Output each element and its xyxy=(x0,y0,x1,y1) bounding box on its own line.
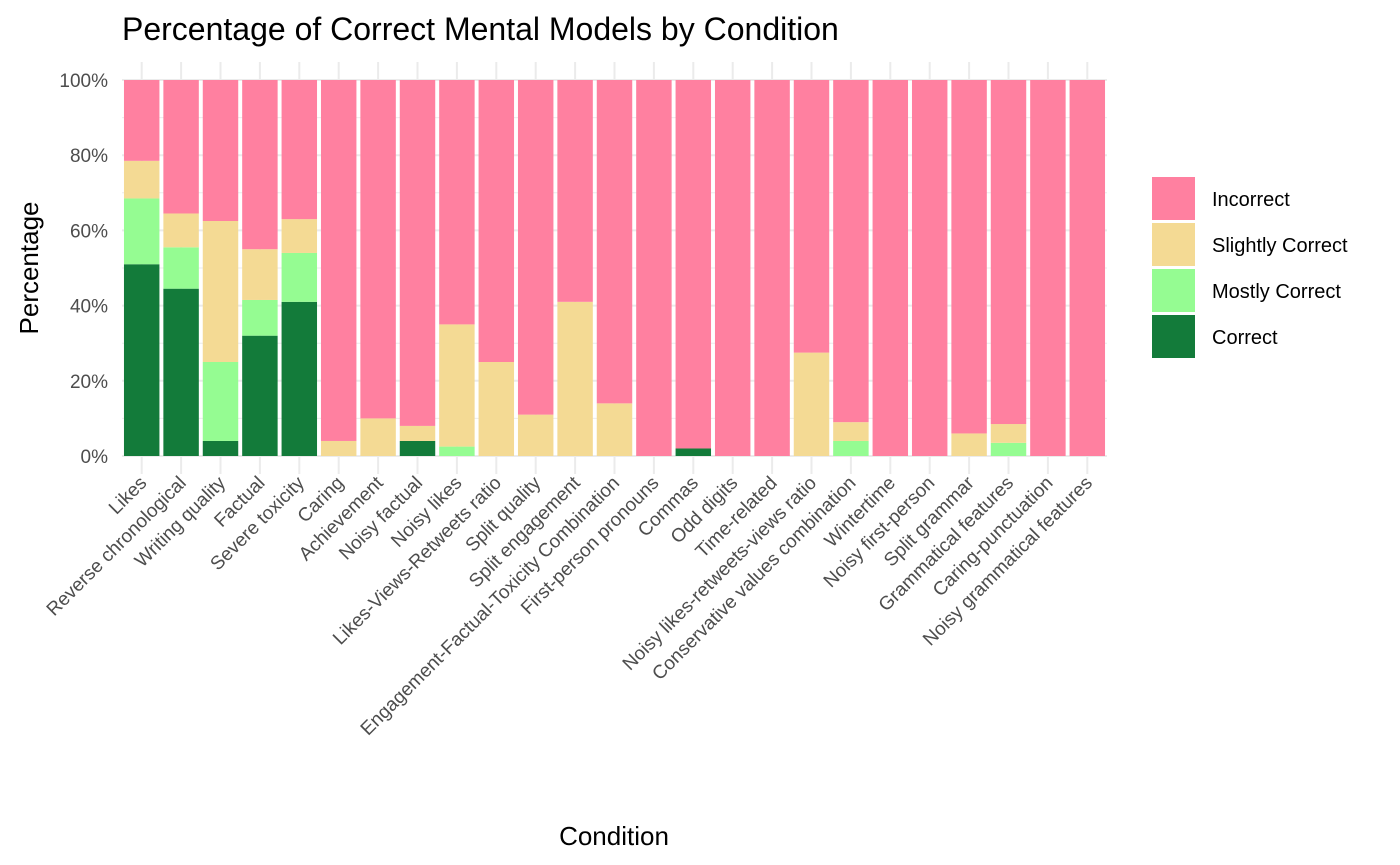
bar-segment-mostly-correct xyxy=(833,440,869,456)
bar-segment-correct xyxy=(123,264,160,456)
bar-segment-slightly-correct xyxy=(833,422,869,441)
bar-segment-slightly-correct xyxy=(202,221,239,362)
bar-segment-incorrect xyxy=(675,80,712,449)
bar-segment-slightly-correct xyxy=(990,424,1027,443)
bar-segment-incorrect xyxy=(793,80,830,353)
bar-segment-correct xyxy=(202,440,239,456)
bar-segment-incorrect xyxy=(557,80,593,302)
bar-segment-slightly-correct xyxy=(517,414,554,456)
bar-segment-incorrect xyxy=(320,80,357,441)
bar-segment-incorrect xyxy=(990,80,1027,425)
bar-segment-correct xyxy=(675,448,712,456)
y-axis-title: Percentage xyxy=(14,202,44,335)
y-tick-label: 60% xyxy=(70,221,108,242)
bar-segment-slightly-correct xyxy=(557,301,593,456)
legend-label: Mostly Correct xyxy=(1212,281,1341,303)
bar-segment-slightly-correct xyxy=(123,160,160,199)
legend-key-incorrect xyxy=(1152,177,1195,220)
bar-segment-incorrect xyxy=(439,80,475,325)
bar-segment-slightly-correct xyxy=(399,425,436,441)
bar-segment-slightly-correct xyxy=(281,219,318,253)
bar-segment-incorrect xyxy=(242,80,278,250)
bar-segment-incorrect xyxy=(399,80,436,426)
bar-segment-mostly-correct xyxy=(123,198,160,265)
bar-segment-slightly-correct xyxy=(596,403,633,456)
legend-label: Incorrect xyxy=(1212,189,1290,211)
bar-segment-correct xyxy=(163,288,199,456)
y-tick-label: 40% xyxy=(70,297,108,318)
bar-segment-incorrect xyxy=(596,80,633,404)
bar-segment-incorrect xyxy=(754,80,790,456)
bar-segment-incorrect xyxy=(360,80,396,419)
bar-segment-incorrect xyxy=(281,80,318,220)
bars xyxy=(123,80,1106,456)
bar-segment-incorrect xyxy=(636,80,672,456)
bar-segment-slightly-correct xyxy=(478,362,515,456)
bar-segment-mostly-correct xyxy=(281,252,318,302)
bar-segment-slightly-correct xyxy=(360,418,396,456)
y-tick-label: 0% xyxy=(81,447,109,468)
bar-segment-incorrect xyxy=(478,80,515,362)
bar-segment-mostly-correct xyxy=(242,299,278,336)
bar-segment-correct xyxy=(242,335,278,456)
bar-segment-incorrect xyxy=(517,80,554,415)
bar-segment-incorrect xyxy=(163,80,199,214)
bar-segment-mostly-correct xyxy=(439,446,475,456)
bar-segment-correct xyxy=(281,301,318,456)
bar-segment-incorrect xyxy=(872,80,909,456)
y-tick-label: 100% xyxy=(59,71,108,92)
legend-key-correct xyxy=(1152,315,1195,358)
bar-segment-mostly-correct xyxy=(202,362,239,441)
bar-segment-slightly-correct xyxy=(439,324,475,447)
bar-segment-slightly-correct xyxy=(163,213,199,248)
bar-segment-incorrect xyxy=(1030,80,1066,456)
bar-segment-incorrect xyxy=(202,80,239,221)
bar-segment-slightly-correct xyxy=(951,433,987,456)
x-axis-title: Condition xyxy=(559,821,669,851)
legend-key-mostly-correct xyxy=(1152,269,1195,312)
bar-segment-incorrect xyxy=(911,80,948,456)
y-axis-ticks: 0% 20% 40% 60% 80% 100% xyxy=(59,71,108,468)
bar-segment-incorrect xyxy=(833,80,869,423)
legend-label: Correct xyxy=(1212,327,1278,349)
chart-title: Percentage of Correct Mental Models by C… xyxy=(122,11,839,47)
legend-key-slightly-correct xyxy=(1152,223,1195,266)
bar-segment-slightly-correct xyxy=(320,440,357,456)
bar-segment-incorrect xyxy=(714,80,751,456)
bar-segment-incorrect xyxy=(951,80,987,434)
bar-segment-incorrect xyxy=(1069,80,1106,456)
y-tick-label: 80% xyxy=(70,146,108,167)
y-tick-label: 20% xyxy=(70,372,108,393)
bar-segment-incorrect xyxy=(123,80,160,161)
bar-segment-slightly-correct xyxy=(242,249,278,300)
legend-label: Slightly Correct xyxy=(1212,235,1348,257)
bar-segment-mostly-correct xyxy=(990,442,1027,456)
legend: Incorrect Slightly Correct Mostly Correct C… xyxy=(1152,177,1348,358)
bar-segment-mostly-correct xyxy=(163,247,199,289)
bar-segment-slightly-correct xyxy=(793,352,830,456)
bar-segment-correct xyxy=(399,440,436,456)
